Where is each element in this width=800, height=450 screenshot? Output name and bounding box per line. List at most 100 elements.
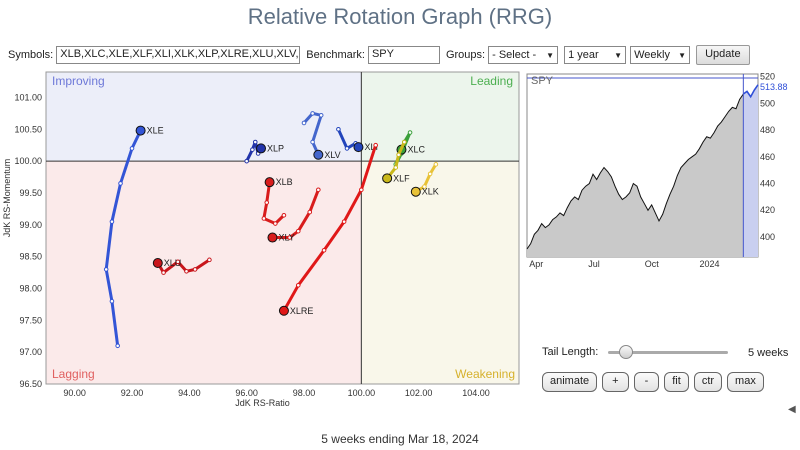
series-head-point bbox=[264, 177, 275, 188]
quadrant-leading bbox=[361, 72, 519, 162]
tail-point bbox=[393, 165, 399, 170]
series-label: XLI bbox=[364, 142, 378, 152]
series-label: XLV bbox=[324, 150, 340, 160]
spy-y-tick-label: 500 bbox=[760, 98, 775, 108]
spy-last-value: 513.88 bbox=[760, 82, 788, 92]
x-tick-label: 90.00 bbox=[63, 388, 86, 398]
x-tick-label: 94.00 bbox=[178, 388, 201, 398]
y-tick-label: 101.00 bbox=[14, 92, 42, 102]
series-head-point bbox=[410, 186, 421, 197]
y-tick-label: 100.00 bbox=[14, 156, 42, 166]
tail-point bbox=[184, 268, 189, 274]
series-label: XLB bbox=[276, 177, 293, 187]
x-tick-label: 98.00 bbox=[293, 388, 316, 398]
y-tick-label: 96.50 bbox=[19, 379, 42, 389]
series-xlu: XLU bbox=[152, 257, 212, 275]
tail-point bbox=[109, 298, 115, 304]
series-xlre: XLRE bbox=[278, 142, 378, 316]
series-tail bbox=[385, 140, 406, 180]
series-xlk: XLK bbox=[410, 162, 439, 197]
groups-select[interactable]: - Select - ▼ bbox=[488, 46, 559, 64]
series-xlb: XLB bbox=[261, 177, 293, 226]
fit-button[interactable]: fit bbox=[664, 372, 689, 392]
series-xle: XLE bbox=[103, 125, 164, 349]
frequency-select[interactable]: Weekly ▼ bbox=[630, 46, 691, 64]
tail-point bbox=[422, 184, 427, 189]
x-axis-label: JdK RS-Ratio bbox=[235, 398, 290, 408]
chevron-down-icon: ▼ bbox=[546, 50, 555, 60]
tail-point bbox=[244, 158, 249, 164]
quadrant-label-improving: Improving bbox=[52, 74, 105, 88]
tail-point bbox=[115, 343, 120, 349]
series-xly: XLY bbox=[267, 187, 321, 243]
series-xlf: XLF bbox=[382, 139, 410, 184]
tail-point bbox=[341, 219, 347, 224]
tail-point bbox=[281, 212, 287, 218]
spy-y-tick-label: 480 bbox=[760, 125, 775, 135]
series-head-point bbox=[135, 125, 146, 136]
tail-point bbox=[192, 267, 198, 272]
rrg-chart[interactable]: XLE XLP XLV XLI XLC XLF XLK XLB XLY XLU XLRE Impro… bbox=[0, 68, 800, 428]
spy-x-tick-label: Apr bbox=[529, 259, 543, 269]
tail-point bbox=[402, 139, 407, 145]
y-tick-label: 98.00 bbox=[19, 283, 42, 293]
series-label: XLC bbox=[407, 145, 425, 155]
series-label: XLK bbox=[422, 187, 439, 197]
spy-tail-line bbox=[742, 84, 759, 99]
tail-point bbox=[295, 283, 301, 288]
y-tick-label: 99.00 bbox=[19, 220, 42, 230]
period-select-value: 1 year bbox=[568, 49, 599, 61]
scroll-arrow-icon[interactable]: ◀ bbox=[788, 404, 796, 415]
symbols-input[interactable]: XLB,XLC,XLE,XLF,XLI,XLK,XLP,XLRE,XLU,XLV… bbox=[56, 46, 301, 64]
spy-tail-area bbox=[743, 84, 758, 257]
y-tick-label: 99.50 bbox=[19, 188, 42, 198]
tail-length-value: 5 weeks bbox=[748, 347, 789, 359]
spy-y-tick-label: 400 bbox=[760, 232, 775, 242]
x-tick-label: 100.00 bbox=[348, 388, 376, 398]
tail-point bbox=[307, 209, 313, 215]
series-label: XLU bbox=[164, 258, 182, 268]
series-tail bbox=[282, 143, 378, 313]
series-xli: XLI bbox=[336, 127, 378, 152]
zoom-out-button[interactable]: - bbox=[633, 372, 660, 392]
animate-button[interactable]: animate bbox=[542, 372, 598, 392]
y-tick-label: 97.00 bbox=[19, 347, 42, 357]
chart-area: XLE XLP XLV XLI XLC XLF XLK XLB XLY XLU XLRE Impro… bbox=[0, 68, 800, 428]
series-xlp: XLP bbox=[244, 139, 284, 164]
period-select[interactable]: 1 year ▼ bbox=[564, 46, 627, 64]
center-button[interactable]: ctr bbox=[693, 372, 723, 392]
spy-y-tick-label: 460 bbox=[760, 152, 775, 162]
series-head-point bbox=[382, 173, 393, 184]
x-tick-label: 102.00 bbox=[405, 388, 433, 398]
benchmark-label: Benchmark: bbox=[306, 49, 365, 61]
y-tick-label: 98.50 bbox=[19, 252, 42, 262]
frequency-select-value: Weekly bbox=[634, 49, 670, 61]
series-head-point bbox=[278, 305, 289, 316]
spy-series-label: SPY bbox=[531, 75, 554, 87]
quadrant-label-leading: Leading bbox=[470, 74, 513, 88]
quadrant-weakening bbox=[361, 161, 519, 384]
tail-length-control: Tail Length: 5 weeks bbox=[542, 344, 792, 360]
tail-point bbox=[207, 257, 212, 263]
plot-border bbox=[45, 71, 520, 385]
slider-handle[interactable] bbox=[619, 345, 633, 359]
tail-point bbox=[273, 221, 278, 226]
tail-point bbox=[103, 267, 109, 272]
zoom-in-button[interactable]: + bbox=[602, 372, 629, 392]
series-xlv: XLV bbox=[301, 111, 341, 160]
tail-point bbox=[264, 200, 270, 205]
tail-length-slider[interactable] bbox=[608, 351, 728, 354]
tail-point bbox=[118, 181, 123, 186]
benchmark-input[interactable]: SPY bbox=[367, 46, 440, 64]
toolbar: Symbols: XLB,XLC,XLE,XLF,XLI,XLK,XLP,XLR… bbox=[8, 44, 798, 66]
max-button[interactable]: max bbox=[727, 372, 764, 392]
tail-point bbox=[287, 235, 292, 240]
tail-point bbox=[373, 142, 378, 148]
x-tick-label: 104.00 bbox=[462, 388, 490, 398]
update-button[interactable]: Update bbox=[696, 45, 750, 65]
series-head-point bbox=[267, 232, 278, 243]
spy-x-tick-label: Oct bbox=[645, 259, 660, 269]
symbols-label: Symbols: bbox=[8, 49, 54, 61]
spy-area bbox=[527, 94, 744, 257]
series-label: XLY bbox=[278, 233, 294, 243]
